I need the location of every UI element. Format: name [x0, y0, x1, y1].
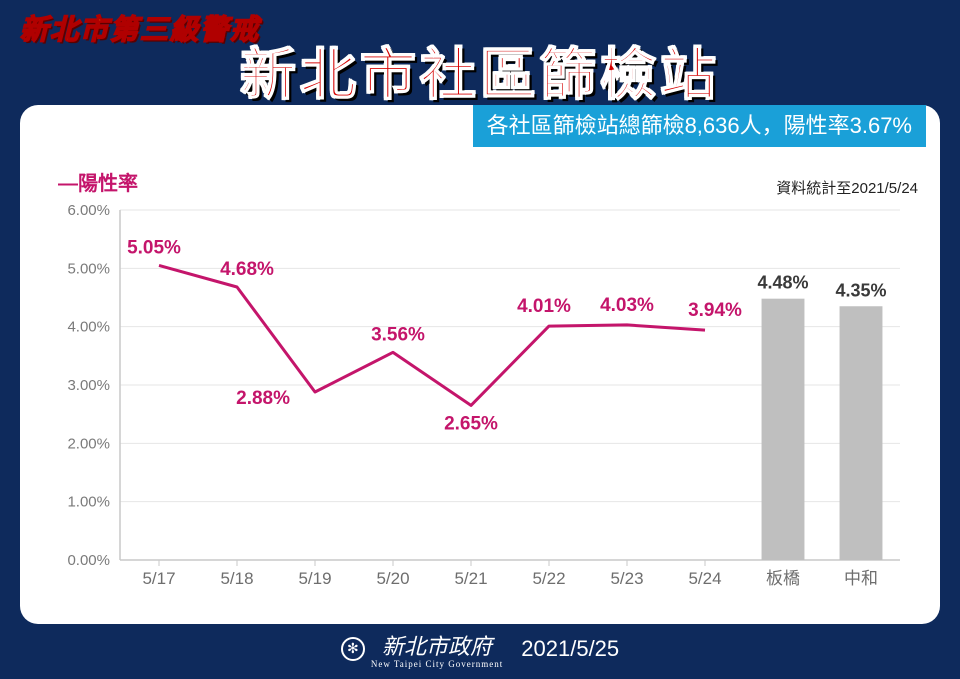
gov-org-sub: New Taipei City Government: [371, 659, 503, 669]
legend-positive-rate: —陽性率: [58, 167, 138, 196]
svg-text:5.05%: 5.05%: [127, 237, 181, 258]
svg-text:5/24: 5/24: [688, 569, 721, 588]
svg-text:6.00%: 6.00%: [67, 202, 110, 219]
svg-text:0.00%: 0.00%: [67, 552, 110, 569]
svg-text:4.48%: 4.48%: [757, 273, 808, 293]
svg-text:5/22: 5/22: [532, 569, 565, 588]
footer: ✻ 新北市政府 New Taipei City Government 2021/…: [0, 629, 960, 669]
svg-text:3.56%: 3.56%: [371, 324, 425, 345]
svg-text:4.03%: 4.03%: [600, 295, 654, 316]
svg-text:2.00%: 2.00%: [67, 435, 110, 452]
svg-text:2.88%: 2.88%: [236, 388, 290, 409]
svg-text:5/20: 5/20: [376, 569, 409, 588]
page-title: 新北市社區篩檢站: [0, 30, 960, 111]
gov-logo: ✻ 新北市政府 New Taipei City Government: [341, 629, 503, 669]
svg-text:3.00%: 3.00%: [67, 377, 110, 394]
svg-text:4.01%: 4.01%: [517, 296, 571, 317]
chart-card: 各社區篩檢站總篩檢8,636人，陽性率3.67% 資料統計至2021/5/24 …: [20, 105, 940, 624]
summary-banner: 各社區篩檢站總篩檢8,636人，陽性率3.67%: [473, 105, 926, 147]
svg-text:中和: 中和: [844, 569, 878, 588]
svg-text:1.00%: 1.00%: [67, 494, 110, 511]
gov-org-name: 新北市政府: [382, 634, 492, 659]
svg-text:5/18: 5/18: [220, 569, 253, 588]
chart-plot: 0.00% 1.00% 2.00% 3.00% 4.00% 5.00% 6.00% 5/17 5…: [50, 200, 910, 600]
svg-text:2.65%: 2.65%: [444, 413, 498, 434]
svg-text:5.00%: 5.00%: [67, 260, 110, 277]
svg-text:5/19: 5/19: [298, 569, 331, 588]
data-as-of-note: 資料統計至2021/5/24: [776, 177, 918, 198]
svg-text:5/17: 5/17: [142, 569, 175, 588]
footer-date: 2021/5/25: [521, 636, 619, 662]
svg-text:5/21: 5/21: [454, 569, 487, 588]
gov-logo-icon: ✻: [341, 637, 365, 661]
svg-text:5/23: 5/23: [610, 569, 643, 588]
svg-text:4.35%: 4.35%: [835, 280, 886, 300]
svg-text:4.68%: 4.68%: [220, 259, 274, 280]
svg-text:4.00%: 4.00%: [67, 319, 110, 336]
svg-text:板橋: 板橋: [766, 569, 800, 588]
svg-text:3.94%: 3.94%: [688, 300, 742, 321]
